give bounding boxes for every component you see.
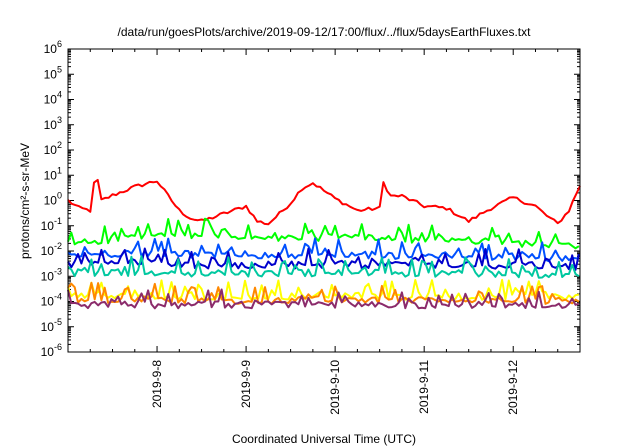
y-tick-label: 104 bbox=[44, 90, 62, 107]
y-tick-label: 10-4 bbox=[41, 292, 62, 309]
plot-frame bbox=[67, 48, 581, 353]
y-tick-label: 10-5 bbox=[41, 317, 62, 334]
series-line-5 bbox=[67, 255, 580, 279]
series-line-1 bbox=[67, 178, 581, 226]
series-line-3 bbox=[67, 237, 580, 263]
y-tick-label: 10-2 bbox=[41, 241, 62, 258]
x-tick-label: 2019-9-9 bbox=[239, 360, 253, 408]
y-tick-label: 101 bbox=[44, 165, 62, 182]
series-line-4 bbox=[67, 247, 580, 271]
y-tick-label: 10-1 bbox=[41, 216, 62, 233]
y-tick-label: 10-3 bbox=[41, 266, 62, 283]
x-tick-label: 2019-9-12 bbox=[506, 360, 520, 415]
x-tick-label: 2019-9-8 bbox=[150, 360, 164, 408]
x-tick-label: 2019-9-10 bbox=[328, 360, 342, 415]
series-group bbox=[67, 178, 581, 310]
x-axis-label: Coordinated Universal Time (UTC) bbox=[232, 432, 416, 446]
y-tick-label: 100 bbox=[44, 191, 62, 208]
x-tick-labels: 2019-9-8 2019-9-9 2019-9-10 2019-9-11 2019-9… bbox=[150, 360, 520, 415]
series-line-8 bbox=[67, 288, 580, 310]
y-tick-label: 105 bbox=[44, 64, 62, 81]
chart-title: /data/run/goesPlots/archive/2019-09-12/1… bbox=[118, 25, 532, 39]
series-line-7 bbox=[67, 281, 580, 305]
y-tick-label: 106 bbox=[44, 39, 62, 56]
y-tick-label: 103 bbox=[44, 115, 62, 132]
x-tick-label: 2019-9-11 bbox=[417, 360, 431, 414]
y-tick-label: 102 bbox=[44, 140, 62, 157]
series-line-2 bbox=[67, 217, 580, 250]
y-tick-labels: 10-6 10-5 10-4 10-3 10-2 10-1 100 101 102 103 104 1… bbox=[41, 39, 62, 359]
y-tick-label: 10-6 bbox=[41, 342, 62, 359]
y-axis-label: protons/cm²-s-sr-MeV bbox=[18, 143, 32, 259]
